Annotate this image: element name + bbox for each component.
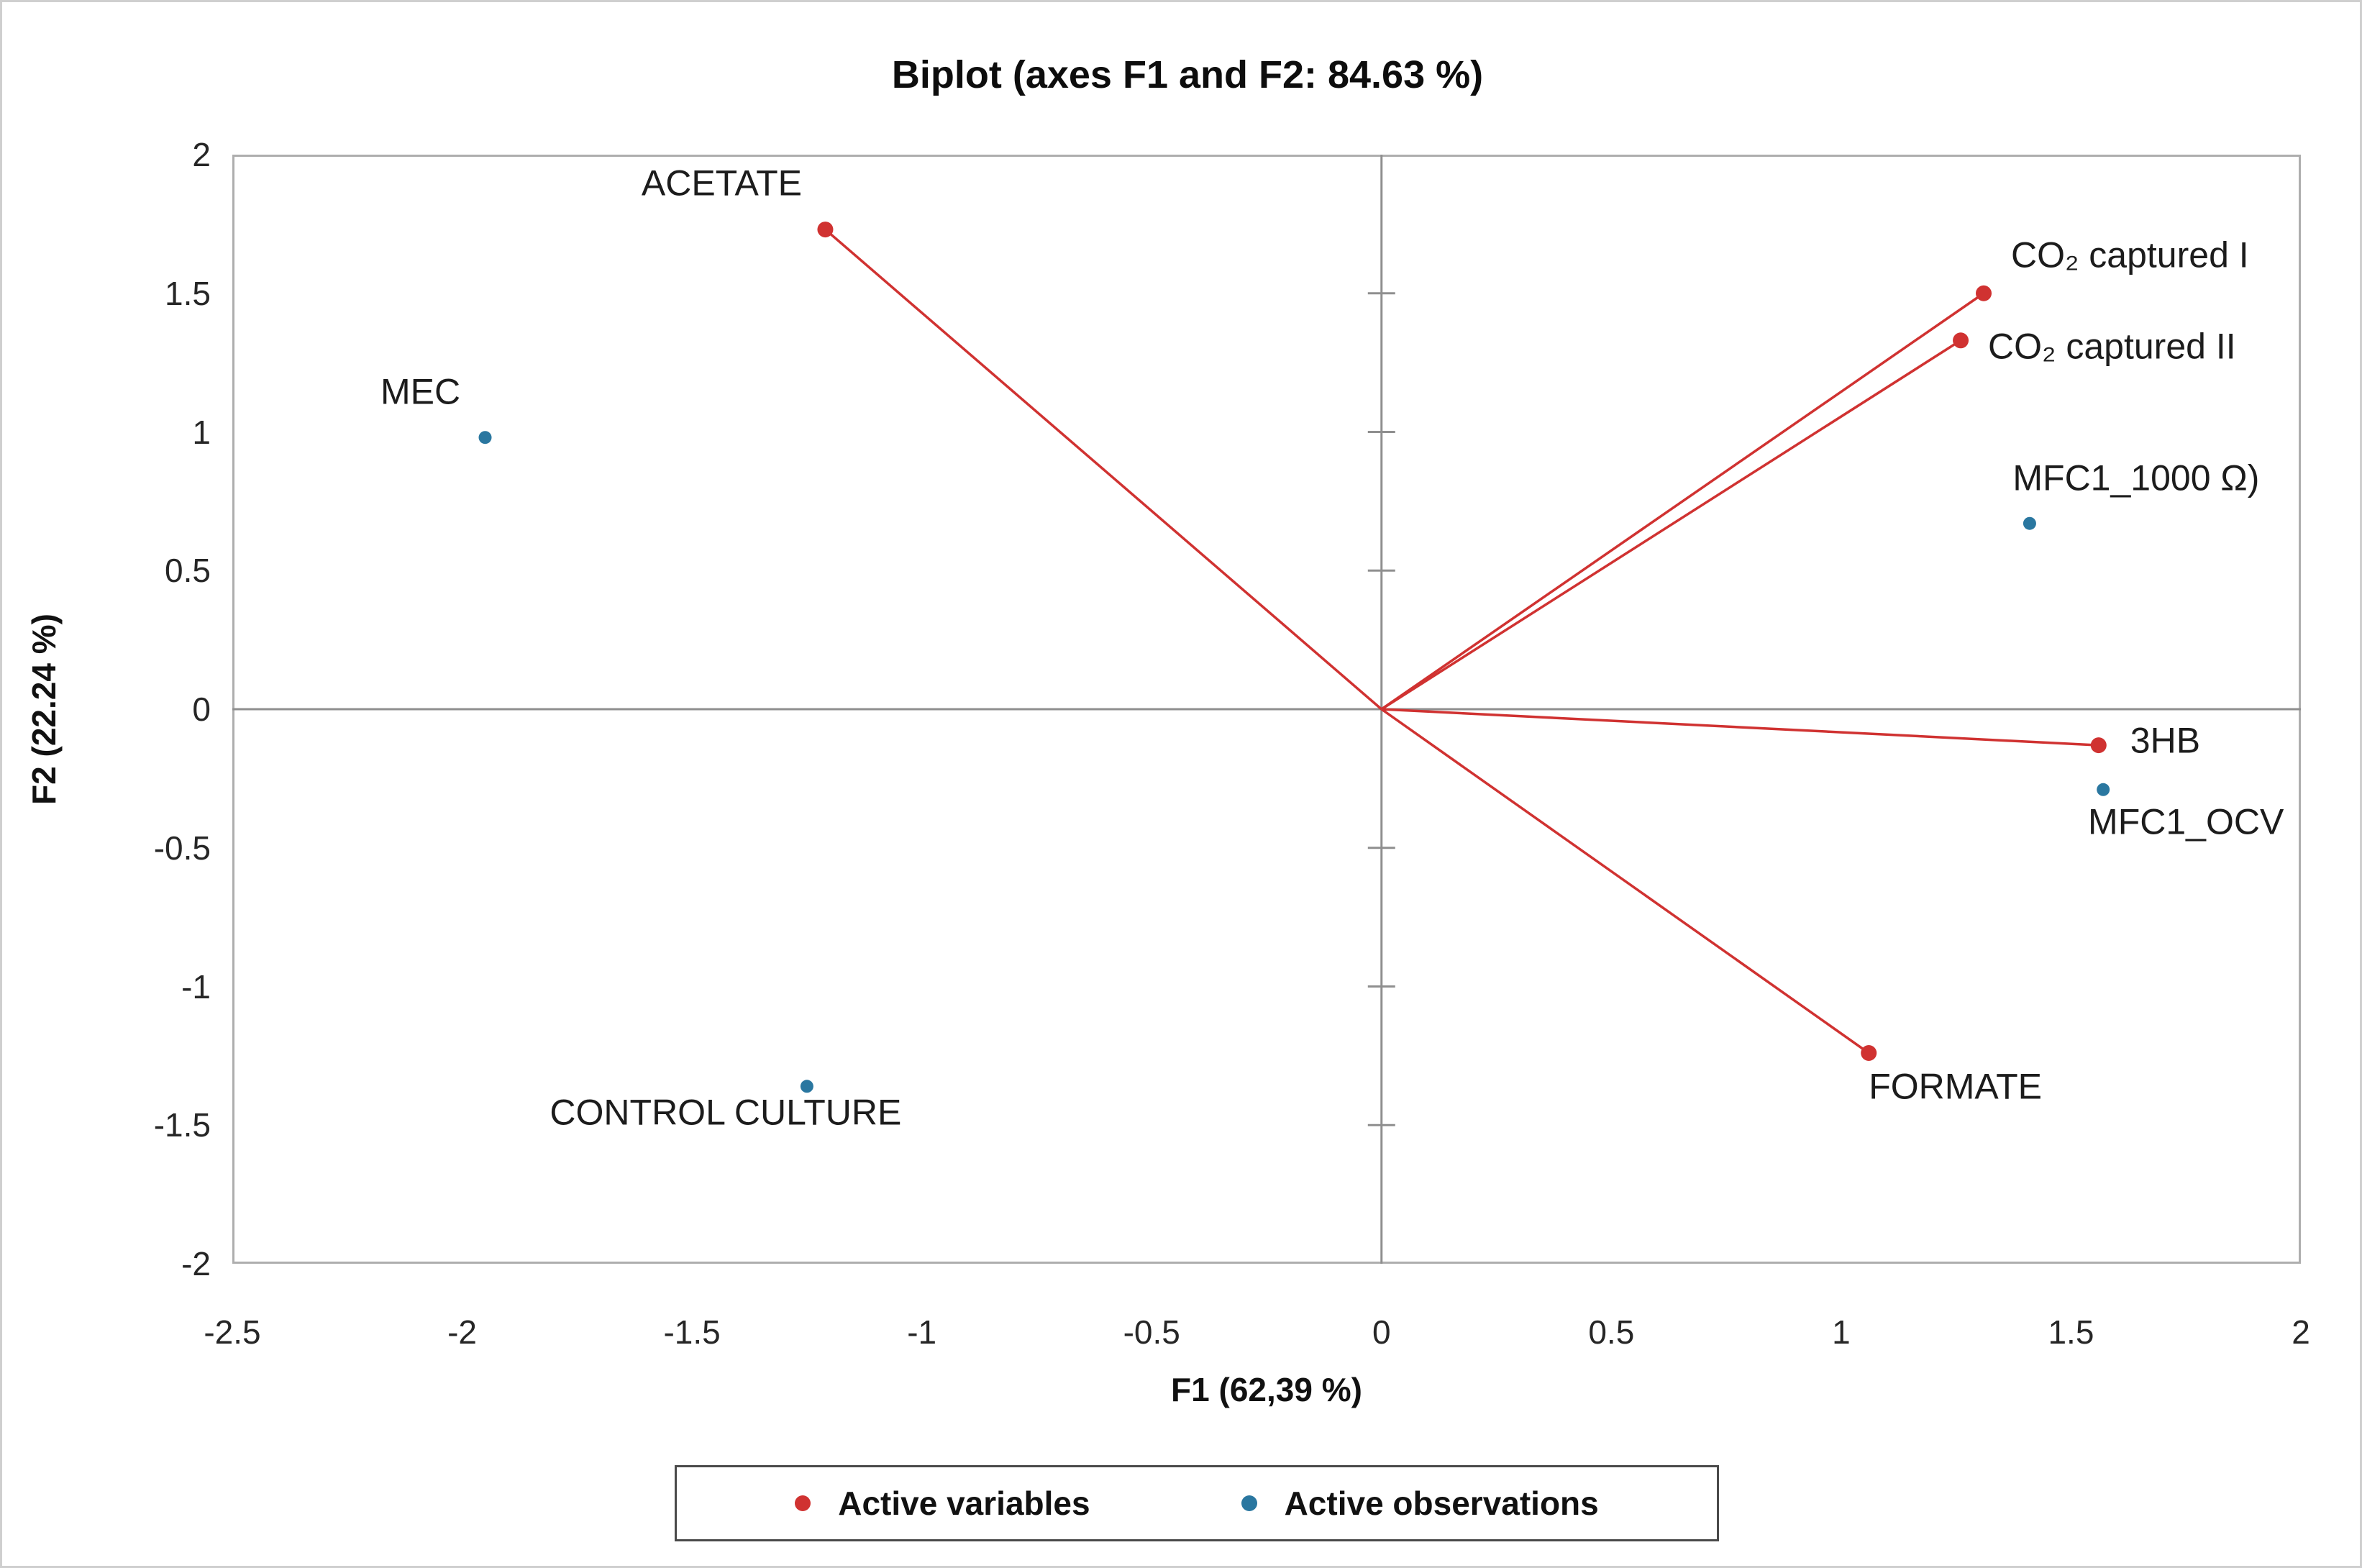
y-tick-label-1-5: 1.5 xyxy=(165,274,211,312)
variable-dot-co-captured-i xyxy=(1976,285,1992,301)
active-variables-dot-icon xyxy=(795,1495,811,1511)
variable-dot-acetate xyxy=(817,222,834,238)
y-tick-label-0: 0 xyxy=(192,690,211,728)
legend-box: Active variables Active observations xyxy=(675,1465,1719,1541)
observation-dot-mec xyxy=(478,431,492,445)
y-tick-label-0-5: 0.5 xyxy=(165,552,211,590)
x-tick-label-1: -1 xyxy=(907,1313,937,1351)
legend-item-active-variables: Active variables xyxy=(795,1484,1090,1523)
x-tick-label-2: -2 xyxy=(447,1313,477,1351)
chart-title: Biplot (axes F1 and F2: 84.63 %) xyxy=(891,53,1484,96)
vector-line-co-captured-ii xyxy=(1380,339,1961,711)
vector-line-3hb xyxy=(1381,708,2099,747)
x-tick-label-0-5: 0.5 xyxy=(1588,1313,1635,1351)
active-observations-dot-icon xyxy=(1241,1495,1257,1511)
variable-dot-3hb xyxy=(2090,737,2107,754)
x-tick-label-1-5: 1.5 xyxy=(2048,1313,2094,1351)
observation-dot-mfc1-ocv xyxy=(2097,783,2110,796)
y-tick-label-1: -1 xyxy=(181,967,211,1006)
plot-canvas xyxy=(232,155,2301,1264)
x-tick-label-2: 2 xyxy=(2292,1313,2310,1351)
plot-area: ACETATE CO₂ captured I CO₂ captured II 3HB F… xyxy=(232,155,2301,1264)
legend-label: Active variables xyxy=(838,1485,1090,1522)
variable-dot-formate xyxy=(1861,1045,1877,1062)
x-axis-title: F1 (62,39 %) xyxy=(1171,1371,1362,1408)
y-tick-label-1: 1 xyxy=(192,413,211,451)
x-tick-label-0: 0 xyxy=(1372,1313,1391,1351)
vector-line-formate xyxy=(1380,708,1870,1054)
x-tick-label-0-5: -0.5 xyxy=(1123,1313,1180,1351)
legend-item-active-observations: Active observations xyxy=(1241,1484,1599,1523)
observation-dot-mfc1-1000 xyxy=(2023,516,2036,530)
x-tick-label-1-5: -1.5 xyxy=(663,1313,721,1351)
vector-line-acetate xyxy=(824,228,1382,711)
x-tick-label-2-5: -2.5 xyxy=(204,1313,261,1351)
x-tick-label-1: 1 xyxy=(1832,1313,1851,1351)
variable-dot-co-captured-ii xyxy=(1953,332,1969,349)
y-tick-label-1-5: -1.5 xyxy=(153,1106,211,1144)
legend-label: Active observations xyxy=(1284,1485,1599,1522)
y-tick-label-0-5: -0.5 xyxy=(153,829,211,867)
y-tick-label-2: -2 xyxy=(181,1245,211,1282)
vector-line-co-captured-i xyxy=(1380,292,1985,711)
y-tick-label-2: 2 xyxy=(192,136,211,173)
observation-dot-control-culture xyxy=(800,1080,813,1093)
